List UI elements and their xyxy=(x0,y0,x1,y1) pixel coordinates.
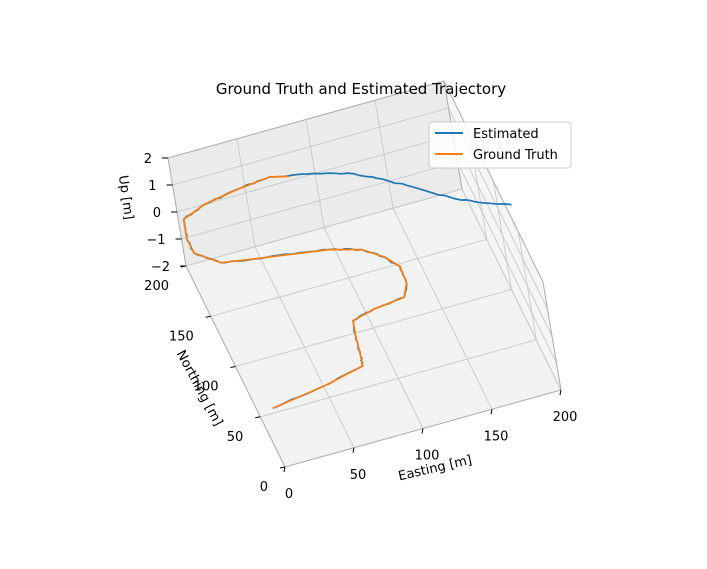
y-tick-mark xyxy=(255,416,261,419)
y-tick-label: 150 xyxy=(169,329,194,344)
z-tick-label: 2 xyxy=(144,152,152,167)
legend-frame xyxy=(428,121,572,169)
x-tick-label: 0 xyxy=(285,487,293,502)
x-tick-mark xyxy=(490,409,493,415)
series-line-ground-truth xyxy=(182,175,408,409)
y-tick-label: 50 xyxy=(227,430,244,445)
y-tick-label: 100 xyxy=(194,380,219,395)
y-tick-mark xyxy=(205,315,211,318)
legend-label-estimated: Estimated xyxy=(473,127,539,142)
z-tick-label: 0 xyxy=(153,206,161,221)
x-tick-label: 50 xyxy=(350,468,367,483)
x-tick-label: 100 xyxy=(415,449,440,464)
legend: Estimated Ground Truth xyxy=(428,121,572,169)
back-top-edge xyxy=(167,80,445,159)
side-top-edge xyxy=(443,80,544,283)
x-tick-label: 150 xyxy=(484,429,509,444)
x-tick-mark xyxy=(559,389,562,396)
series-lines xyxy=(182,172,512,409)
legend-label-ground-truth: Ground Truth xyxy=(473,148,558,163)
y-tick-label: 200 xyxy=(144,279,169,294)
chart-title: Ground Truth and Estimated Trajectory xyxy=(216,80,506,98)
y-tick-mark xyxy=(230,366,236,368)
axis-ticks: 0 50 100 150 200 0 50 100 150 200 2 1 0 −1 −2 xyxy=(144,152,578,502)
z-tick-label: 1 xyxy=(148,179,156,194)
x-tick-mark xyxy=(421,428,424,434)
y-tick-mark xyxy=(279,466,286,469)
side-front-edge xyxy=(542,281,562,391)
x-tick-label: 200 xyxy=(553,410,578,425)
z-tick-label: −2 xyxy=(151,260,170,275)
x-tick-mark xyxy=(283,466,286,473)
x-tick-mark xyxy=(352,447,355,453)
z-axis-label: Up [m] xyxy=(115,174,136,220)
z-tick-label: −1 xyxy=(146,233,165,248)
y-tick-label: 0 xyxy=(260,480,268,495)
